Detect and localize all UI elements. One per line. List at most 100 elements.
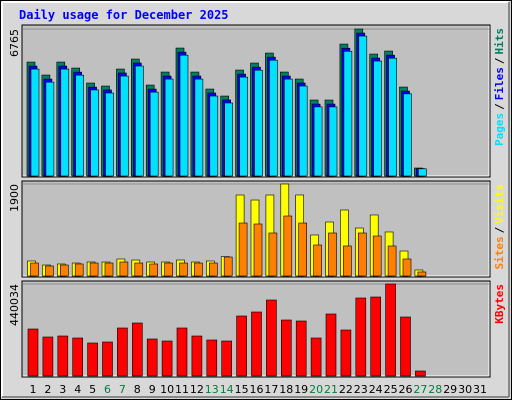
bar xyxy=(30,262,39,277)
bar xyxy=(72,337,83,377)
x-tick-label: 24 xyxy=(369,383,383,396)
y-tick-label: 440034 xyxy=(8,284,21,326)
bar xyxy=(343,50,353,177)
legend-entry: KBytes xyxy=(493,284,506,324)
bar xyxy=(75,74,84,177)
bar xyxy=(146,338,158,377)
x-tick-label: 19 xyxy=(294,383,308,396)
bar xyxy=(176,327,188,377)
bar xyxy=(45,81,55,177)
x-tick-label: 9 xyxy=(149,383,156,396)
bar xyxy=(298,85,308,177)
bar xyxy=(357,232,367,277)
x-tick-label: 17 xyxy=(264,383,278,396)
x-tick-label: 6 xyxy=(104,383,111,396)
x-tick-label: 2 xyxy=(44,383,51,396)
x-tick-label: 4 xyxy=(74,383,81,396)
x-tick-label: 20 xyxy=(309,383,323,396)
x-tick-label: 16 xyxy=(250,383,264,396)
x-tick-label: 23 xyxy=(354,383,368,396)
bar xyxy=(251,311,262,377)
bar xyxy=(179,262,188,277)
bar xyxy=(254,69,263,177)
bar xyxy=(45,265,54,277)
x-tick-label: 5 xyxy=(89,383,96,396)
bar xyxy=(328,106,338,177)
bar xyxy=(385,283,396,377)
bar xyxy=(104,262,114,277)
x-tick-label: 26 xyxy=(399,383,413,396)
bar xyxy=(59,264,69,277)
bar xyxy=(343,245,352,277)
bar xyxy=(313,106,323,177)
x-tick-label: 21 xyxy=(324,383,338,396)
bar xyxy=(223,256,233,277)
x-tick-label: 30 xyxy=(458,383,472,396)
bar xyxy=(355,297,367,377)
x-tick-label: 12 xyxy=(190,383,204,396)
x-tick-label: 8 xyxy=(134,383,141,396)
bar xyxy=(415,370,426,377)
bar xyxy=(403,93,412,177)
x-tick-label: 27 xyxy=(413,383,427,396)
bar xyxy=(206,339,218,377)
bar xyxy=(313,244,322,277)
bar xyxy=(388,57,397,177)
bar xyxy=(149,91,159,177)
bar xyxy=(132,322,143,377)
bar xyxy=(224,102,233,177)
bar xyxy=(325,313,337,377)
bar xyxy=(298,222,308,277)
bar xyxy=(194,262,203,277)
bar xyxy=(191,335,203,377)
legend-separator: / xyxy=(493,103,506,110)
x-tick-label: 1 xyxy=(30,383,37,396)
bar xyxy=(209,262,218,277)
bar xyxy=(239,76,248,177)
x-tick-label: 13 xyxy=(205,383,219,396)
bar xyxy=(161,340,173,377)
bar xyxy=(194,78,204,177)
bar xyxy=(89,262,99,277)
bar xyxy=(30,68,40,177)
bar xyxy=(102,341,113,377)
x-tick-label: 18 xyxy=(279,383,293,396)
bar xyxy=(253,223,263,277)
bar xyxy=(57,335,69,377)
legend: Pages / Files / Hits xyxy=(493,28,506,146)
bar xyxy=(283,78,293,177)
bar xyxy=(280,319,292,377)
bar xyxy=(370,296,382,377)
bar xyxy=(266,299,277,377)
bar xyxy=(209,95,219,177)
bar xyxy=(268,232,278,277)
bar xyxy=(372,235,382,277)
y-tick-label: 6765 xyxy=(8,29,21,57)
bar xyxy=(236,315,247,377)
bar xyxy=(400,316,411,377)
bar xyxy=(417,271,427,277)
bar xyxy=(164,78,174,177)
bar xyxy=(328,232,337,277)
y-tick-label: 1900 xyxy=(8,184,21,212)
bar xyxy=(74,263,84,277)
x-tick-label: 15 xyxy=(235,383,249,396)
bar xyxy=(134,262,144,277)
bar xyxy=(105,92,114,177)
legend: Sites / Visits xyxy=(493,184,506,270)
x-tick-label: 22 xyxy=(339,383,353,396)
legend-entry: Visits xyxy=(493,184,506,224)
bar xyxy=(295,320,307,377)
bar xyxy=(120,75,129,177)
legend-entry: Pages xyxy=(493,113,506,146)
bar xyxy=(119,261,129,277)
bar xyxy=(402,258,412,277)
x-tick-label: 14 xyxy=(220,383,234,396)
bar xyxy=(358,35,368,177)
bar xyxy=(27,328,39,377)
legend-entry: Files xyxy=(493,67,506,100)
legend-separator: / xyxy=(493,226,506,233)
bar xyxy=(117,327,128,377)
bar xyxy=(269,59,278,177)
